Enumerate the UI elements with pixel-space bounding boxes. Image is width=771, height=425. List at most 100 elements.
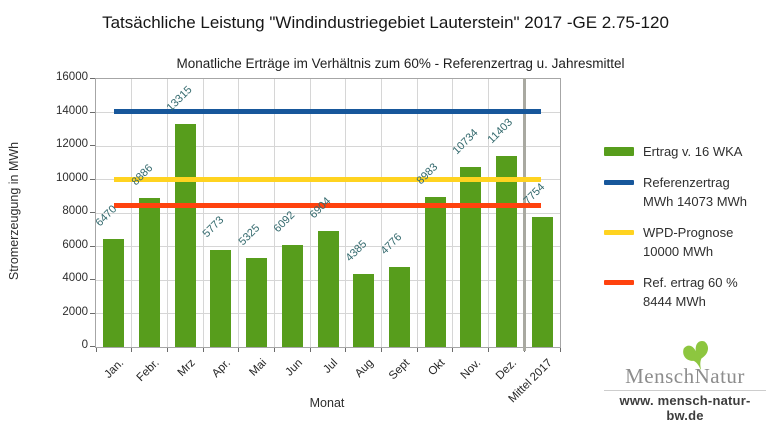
x-tick-mark bbox=[559, 348, 561, 352]
x-tick-text: Jul bbox=[321, 357, 341, 376]
legend-label: Ertrag v. 16 WKA bbox=[643, 144, 743, 159]
legend-item: WPD-Prognose 10000 MWh bbox=[604, 223, 770, 261]
bar-value-text: 5325 bbox=[236, 221, 262, 248]
legend: Ertrag v. 16 WKA Referenzertrag MWh 14073… bbox=[604, 142, 770, 311]
v-gridline bbox=[166, 79, 168, 347]
legend-label: Referenzertrag MWh 14073 MWh bbox=[643, 175, 748, 209]
chart-title: Tatsächliche Leistung "Windindustriegebi… bbox=[102, 13, 669, 32]
x-tick-mark bbox=[273, 348, 275, 352]
y-axis-title: Stromerzeugung in MWh bbox=[7, 141, 21, 281]
h-gridline bbox=[96, 145, 560, 147]
bar bbox=[531, 217, 553, 347]
y-tick-mark bbox=[90, 312, 95, 314]
v-gridline bbox=[238, 79, 240, 347]
v-gridline bbox=[202, 79, 204, 347]
x-tick-mark bbox=[131, 348, 133, 352]
bar bbox=[174, 123, 196, 347]
bar-value-text: 6470 bbox=[93, 202, 120, 229]
y-tick-label: 12000 bbox=[56, 138, 88, 150]
x-tick-text: Aug bbox=[353, 357, 377, 380]
x-axis-title: Monat bbox=[309, 396, 345, 410]
y-tick-label: 8000 bbox=[62, 205, 88, 217]
legend-item: Referenzertrag MWh 14073 MWh bbox=[604, 173, 770, 211]
bar-value-text: 8886 bbox=[129, 162, 155, 189]
x-tick-text: Jan. bbox=[102, 357, 127, 381]
legend-item: Ertrag v. 16 WKA bbox=[604, 142, 770, 161]
reference-line-ref-ertrag-60- bbox=[114, 203, 541, 209]
x-tick-text: Nov. bbox=[458, 357, 484, 382]
y-tick-mark bbox=[90, 245, 95, 247]
y-tick-label: 10000 bbox=[56, 171, 88, 184]
x-tick-mark bbox=[202, 348, 204, 352]
v-gridline bbox=[309, 79, 311, 347]
x-tick-mark bbox=[309, 348, 311, 352]
y-tick-mark bbox=[90, 111, 95, 113]
bar-value-text: 8983 bbox=[414, 160, 441, 187]
plot-area: 6470 Jan. 8886 Febr. 13315 Mrz 5773 Apr. 5325 Mai… bbox=[93, 78, 561, 405]
bar bbox=[139, 198, 161, 347]
x-tick-mark bbox=[166, 348, 168, 352]
y-tick-mark bbox=[90, 279, 95, 280]
bar bbox=[246, 257, 268, 347]
v-gridline bbox=[452, 79, 454, 347]
logo-name: MenschNatur bbox=[625, 364, 745, 388]
v-gridline bbox=[345, 79, 347, 347]
y-tick-mark bbox=[90, 145, 95, 146]
x-tick-text: Apr. bbox=[210, 357, 234, 380]
bar bbox=[424, 196, 446, 347]
x-tick-text: Jun bbox=[283, 357, 305, 379]
logo-url: www. mensch-natur-bw.de bbox=[619, 393, 751, 423]
legend-label: Ref. ertrag 60 % 8444 MWh bbox=[643, 275, 738, 309]
legend-label: WPD-Prognose 10000 MWh bbox=[643, 225, 734, 259]
h-gridline bbox=[96, 212, 560, 214]
legend-bar-swatch bbox=[604, 147, 634, 156]
reference-line-referenzertrag bbox=[114, 108, 541, 114]
x-tick-mark bbox=[416, 348, 418, 352]
legend-line-swatch bbox=[604, 230, 634, 235]
bar bbox=[495, 156, 517, 347]
bar-value-text: 10734 bbox=[450, 127, 481, 158]
bar-value-text: 4385 bbox=[343, 237, 370, 264]
logo-divider bbox=[604, 390, 766, 391]
bar-value-text: 4776 bbox=[378, 231, 405, 257]
bar-value-text: 11403 bbox=[485, 116, 516, 146]
x-tick-text: Mai bbox=[247, 357, 270, 379]
v-gridline bbox=[273, 79, 275, 347]
bar bbox=[210, 250, 232, 347]
v-gridline bbox=[488, 79, 490, 347]
y-tick-label: 14000 bbox=[56, 104, 88, 117]
year-average-separator bbox=[522, 78, 526, 351]
x-tick-text: Okt bbox=[426, 357, 448, 379]
bar bbox=[353, 273, 375, 347]
y-tick-mark bbox=[90, 78, 95, 79]
x-tick-mark bbox=[452, 348, 454, 352]
y-tick-label: 6000 bbox=[62, 238, 88, 251]
v-gridline bbox=[381, 79, 383, 347]
legend-line-swatch bbox=[604, 280, 634, 285]
v-gridline bbox=[416, 79, 418, 347]
bar-value-text: 5773 bbox=[200, 214, 227, 241]
x-tick-mark bbox=[95, 348, 97, 352]
reference-line-wpd-prognose bbox=[114, 177, 541, 182]
x-tick-text: Dez. bbox=[493, 357, 519, 383]
legend-line-swatch bbox=[604, 180, 634, 185]
bar-value-text: 6904 bbox=[307, 195, 334, 222]
bar bbox=[388, 267, 410, 347]
v-gridline bbox=[131, 79, 133, 347]
y-tick-label: 16000 bbox=[56, 71, 88, 83]
y-tick-mark bbox=[90, 178, 95, 180]
bar bbox=[281, 244, 303, 347]
x-tick-mark bbox=[238, 348, 240, 352]
chart-subtitle: Monatliche Erträge im Verhältnis zum 60%… bbox=[176, 56, 625, 71]
y-tick-label: 4000 bbox=[62, 272, 88, 284]
y-tick-mark bbox=[90, 346, 95, 347]
y-tick-label: 2000 bbox=[62, 305, 88, 318]
x-tick-text: Mrz bbox=[175, 357, 198, 380]
y-tick-mark bbox=[90, 212, 95, 213]
x-tick-mark bbox=[488, 348, 490, 352]
ginkgo-leaf-icon bbox=[683, 340, 708, 370]
x-tick-mark bbox=[345, 348, 347, 352]
x-tick-mark bbox=[381, 348, 383, 352]
bar bbox=[460, 167, 482, 347]
